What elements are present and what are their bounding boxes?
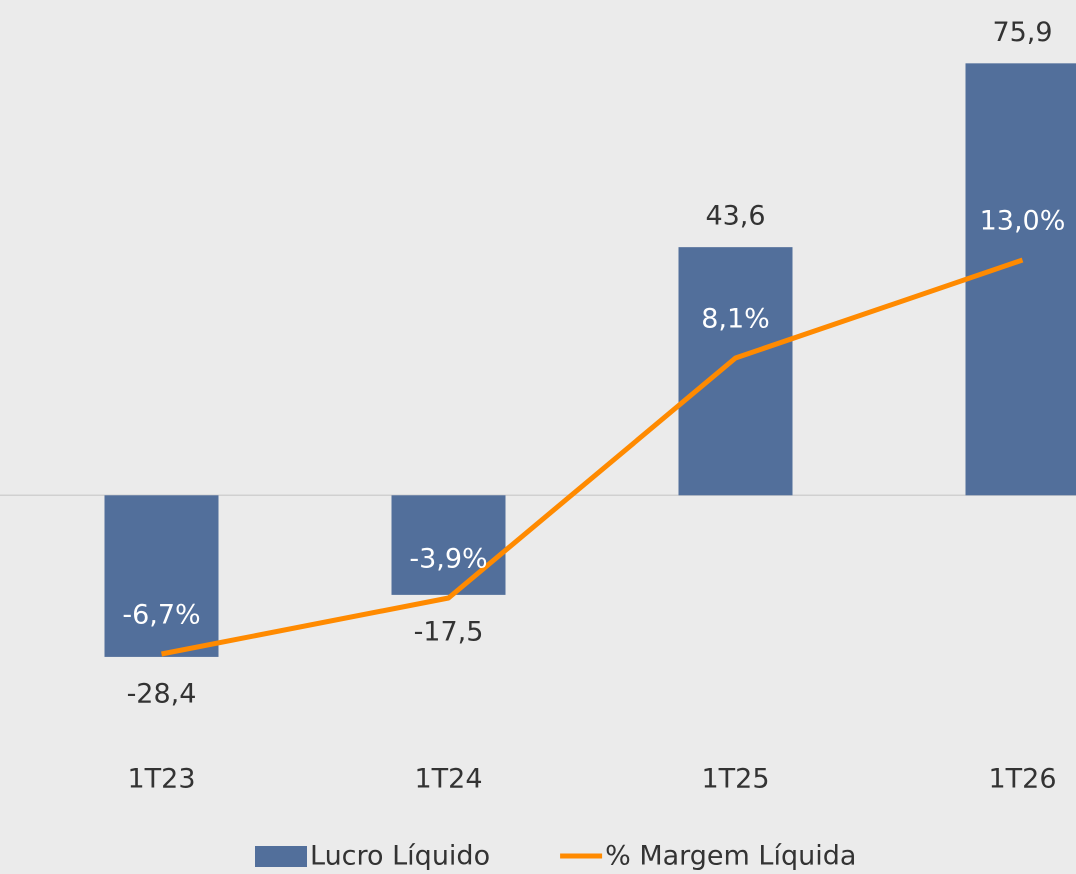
legend-label: % Margem Líquida: [605, 841, 856, 872]
x-tick-label: 1T25: [701, 764, 769, 795]
line-value-label: -3,9%: [409, 544, 487, 575]
bar: [104, 495, 219, 657]
x-tick-label: 1T23: [127, 764, 195, 795]
bar: [965, 63, 1076, 496]
legend-swatch: [255, 846, 307, 867]
bar-value-label: -28,4: [127, 678, 197, 709]
bar-value-label: -17,5: [414, 616, 484, 647]
bar-value-label: 75,9: [992, 17, 1052, 48]
line: [161, 257, 1024, 657]
legend-label: Lucro Líquido: [310, 841, 490, 872]
line-value-label: -6,7%: [122, 600, 200, 631]
bar-value-label: 43,6: [705, 201, 765, 232]
x-tick-label: 1T26: [988, 764, 1056, 795]
bar: [678, 247, 793, 496]
line-value-label: 8,1%: [701, 304, 770, 335]
bar: [391, 495, 506, 595]
line-value-label: 13,0%: [980, 206, 1066, 237]
x-tick-label: 1T24: [414, 764, 482, 795]
